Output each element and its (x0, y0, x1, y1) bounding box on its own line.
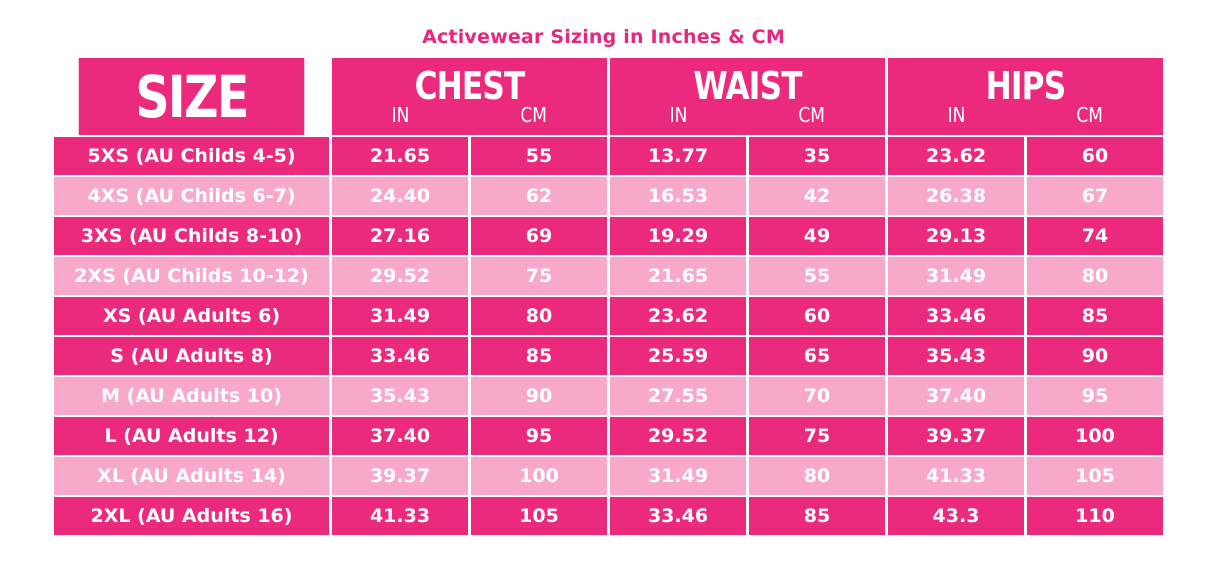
hips-cm-cell: 67 (1027, 177, 1163, 215)
chest-in-cell: 24.40 (332, 177, 468, 215)
header-chest: CHEST IN CM (332, 58, 607, 135)
size-cell: 5XS (AU Childs 4-5) (54, 137, 329, 175)
hips-cm-cell: 110 (1027, 497, 1163, 535)
hips-in-cell: 43.3 (888, 497, 1024, 535)
size-cell: S (AU Adults 8) (54, 337, 329, 375)
chest-cm-cell: 105 (471, 497, 607, 535)
size-cell: M (AU Adults 10) (54, 377, 329, 415)
chest-cm-cell: 95 (471, 417, 607, 455)
waist-cm-cell: 85 (749, 497, 885, 535)
chest-in-cell: 21.65 (332, 137, 468, 175)
chest-cm-cell: 100 (471, 457, 607, 495)
header-chest-label: CHEST (414, 64, 526, 108)
size-cell: XS (AU Adults 6) (54, 297, 329, 335)
chest-in-cell: 33.46 (332, 337, 468, 375)
chest-in-cell: 41.33 (332, 497, 468, 535)
waist-cm-cell: 75 (749, 417, 885, 455)
hips-in-cell: 33.46 (888, 297, 1024, 335)
chest-cm-cell: 55 (471, 137, 607, 175)
waist-cm-cell: 35 (749, 137, 885, 175)
chart-title: Activewear Sizing in Inches & CM (422, 26, 785, 48)
header-chest-unit-in: IN (391, 103, 410, 127)
waist-cm-cell: 65 (749, 337, 885, 375)
hips-in-cell: 23.62 (888, 137, 1024, 175)
chest-cm-cell: 80 (471, 297, 607, 335)
header-hips-label: HIPS (985, 64, 1067, 108)
chest-in-cell: 39.37 (332, 457, 468, 495)
size-cell: 2XL (AU Adults 16) (54, 497, 329, 535)
waist-cm-cell: 42 (749, 177, 885, 215)
header-hips: HIPS IN CM (888, 58, 1163, 135)
header-size: SIZE (78, 58, 305, 135)
waist-in-cell: 33.46 (610, 497, 746, 535)
hips-cm-cell: 85 (1027, 297, 1163, 335)
hips-in-cell: 29.13 (888, 217, 1024, 255)
size-cell: XL (AU Adults 14) (54, 457, 329, 495)
chest-cm-cell: 62 (471, 177, 607, 215)
waist-cm-cell: 60 (749, 297, 885, 335)
hips-cm-cell: 95 (1027, 377, 1163, 415)
waist-cm-cell: 55 (749, 257, 885, 295)
waist-cm-cell: 70 (749, 377, 885, 415)
hips-cm-cell: 80 (1027, 257, 1163, 295)
size-cell: 4XS (AU Childs 6-7) (54, 177, 329, 215)
hips-cm-cell: 60 (1027, 137, 1163, 175)
hips-cm-cell: 100 (1027, 417, 1163, 455)
size-cell: L (AU Adults 12) (54, 417, 329, 455)
chest-in-cell: 37.40 (332, 417, 468, 455)
chest-in-cell: 29.52 (332, 257, 468, 295)
hips-in-cell: 37.40 (888, 377, 1024, 415)
waist-in-cell: 25.59 (610, 337, 746, 375)
header-hips-unit-in: IN (947, 103, 966, 127)
hips-in-cell: 26.38 (888, 177, 1024, 215)
hips-in-cell: 39.37 (888, 417, 1024, 455)
chest-in-cell: 31.49 (332, 297, 468, 335)
chest-cm-cell: 69 (471, 217, 607, 255)
waist-in-cell: 19.29 (610, 217, 746, 255)
size-cell: 2XS (AU Childs 10-12) (54, 257, 329, 295)
waist-in-cell: 21.65 (610, 257, 746, 295)
hips-in-cell: 41.33 (888, 457, 1024, 495)
chest-in-cell: 27.16 (332, 217, 468, 255)
header-hips-unit-cm: CM (1076, 103, 1103, 127)
chest-cm-cell: 75 (471, 257, 607, 295)
waist-in-cell: 29.52 (610, 417, 746, 455)
chest-in-cell: 35.43 (332, 377, 468, 415)
chest-cm-cell: 90 (471, 377, 607, 415)
header-waist-label: WAIST (693, 64, 802, 108)
hips-cm-cell: 74 (1027, 217, 1163, 255)
header-chest-unit-cm: CM (520, 103, 547, 127)
header-waist-unit-in: IN (669, 103, 688, 127)
waist-cm-cell: 80 (749, 457, 885, 495)
hips-cm-cell: 105 (1027, 457, 1163, 495)
hips-cm-cell: 90 (1027, 337, 1163, 375)
waist-in-cell: 13.77 (610, 137, 746, 175)
size-cell: 3XS (AU Childs 8-10) (54, 217, 329, 255)
waist-in-cell: 27.55 (610, 377, 746, 415)
waist-in-cell: 16.53 (610, 177, 746, 215)
header-waist: WAIST IN CM (610, 58, 885, 135)
waist-in-cell: 23.62 (610, 297, 746, 335)
chest-cm-cell: 85 (471, 337, 607, 375)
hips-in-cell: 31.49 (888, 257, 1024, 295)
size-table: SIZE CHEST IN CM WAIST IN CM HIPS IN CM … (54, 58, 1163, 535)
hips-in-cell: 35.43 (888, 337, 1024, 375)
waist-in-cell: 31.49 (610, 457, 746, 495)
waist-cm-cell: 49 (749, 217, 885, 255)
header-waist-unit-cm: CM (798, 103, 825, 127)
